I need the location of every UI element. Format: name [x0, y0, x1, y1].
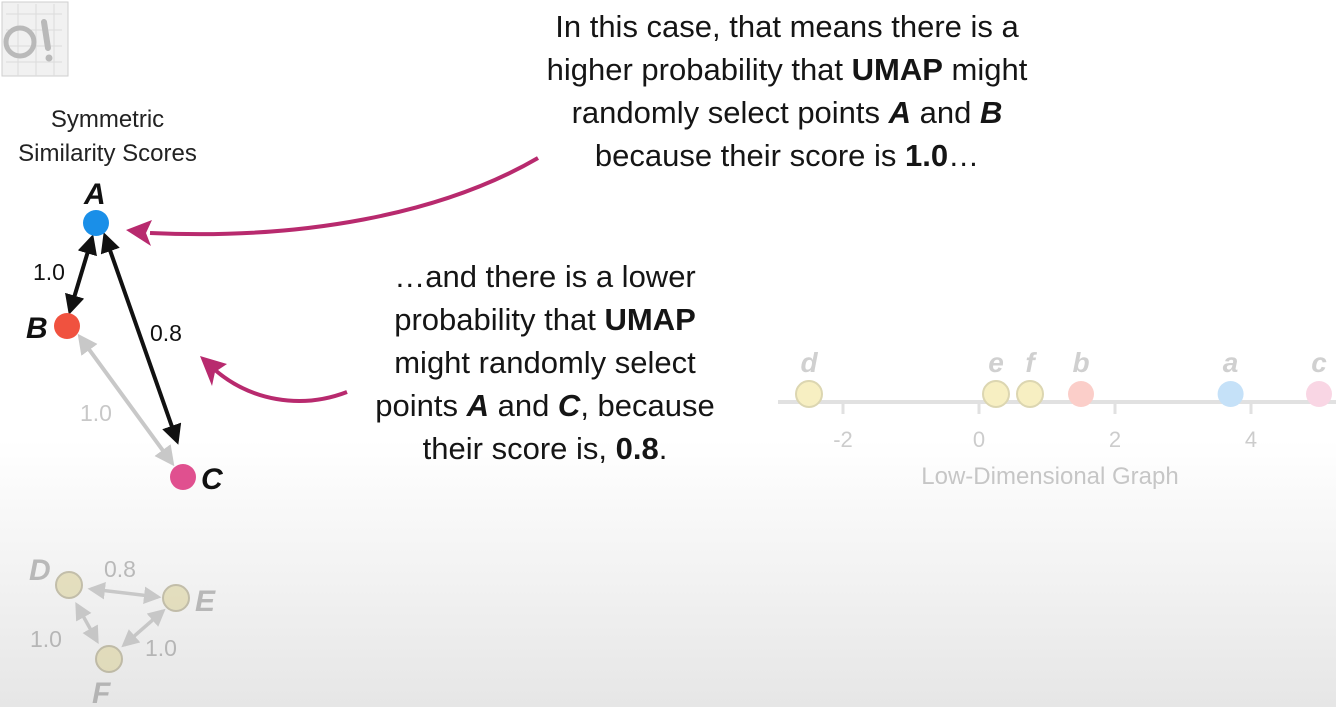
- point-f-label: f: [1025, 347, 1037, 378]
- point-a: [1217, 381, 1244, 407]
- edge-b-c-weight: 1.0: [80, 400, 112, 426]
- similarity-scores-heading: Symmetric Similarity Scores: [0, 103, 215, 171]
- edge-a-c-weight: 0.8: [150, 320, 182, 346]
- node-a-label: A: [83, 178, 106, 211]
- edge-d-e-weight: 0.8: [104, 556, 136, 582]
- callout-bottom-line-5: their score is, 0.8.: [422, 431, 668, 466]
- low-dim-graph-caption: Low-Dimensional Graph: [921, 463, 1178, 490]
- tick-label: 0: [973, 427, 985, 452]
- callout-top: In this case, that means there is a high…: [480, 5, 1094, 177]
- callout-top-line-4: because their score is 1.0…: [594, 138, 980, 173]
- node-e: [162, 584, 190, 612]
- tick-label: -2: [833, 427, 853, 452]
- point-c: [1306, 381, 1332, 407]
- point-f: [1016, 380, 1044, 408]
- edge-d-f-weight: 1.0: [30, 626, 62, 652]
- callout-bottom-line-1: …and there is a lower: [394, 259, 696, 294]
- point-b-label: b: [1072, 347, 1089, 378]
- callout-arrowhead-to-c-edge: [200, 356, 227, 386]
- node-b: [54, 313, 80, 339]
- heading-line-1: Symmetric: [50, 106, 165, 133]
- edge-e-f-weight: 1.0: [145, 635, 177, 661]
- callout-arrowhead-to-a: [126, 220, 152, 246]
- callout-bottom-line-3: might randomly select: [394, 345, 696, 380]
- node-c: [170, 464, 196, 490]
- edge-e-f: [121, 608, 166, 648]
- point-d-label: d: [800, 347, 818, 378]
- point-a-label: a: [1223, 347, 1239, 378]
- callout-top-line-2: higher probability that UMAP might: [546, 52, 1028, 87]
- node-d-label: D: [29, 554, 51, 587]
- edge-d-e: [87, 581, 162, 605]
- node-f-label: F: [92, 677, 111, 707]
- point-e: [982, 380, 1010, 408]
- statquest-logo: [1, 1, 69, 77]
- node-d: [55, 571, 83, 599]
- node-c-label: C: [201, 463, 224, 496]
- edge-b-c: [77, 333, 175, 467]
- point-d: [795, 380, 823, 408]
- edge-d-f: [75, 601, 99, 645]
- node-e-label: E: [195, 585, 216, 618]
- tick-label: 2: [1109, 427, 1121, 452]
- point-c-label: c: [1311, 347, 1327, 378]
- callout-arrow-to-a: [149, 156, 540, 237]
- callout-arrow-to-c-edge: [213, 368, 348, 403]
- node-f: [95, 645, 123, 673]
- callout-bottom-line-2: probability that UMAP: [394, 302, 696, 337]
- point-e-label: e: [988, 347, 1004, 378]
- node-a: [83, 210, 109, 236]
- callout-bottom-line-4: points A and C, because: [375, 388, 715, 423]
- callout-top-line-3: randomly select points A and B: [571, 95, 1003, 130]
- edge-a-b: [65, 234, 97, 315]
- callout-top-line-1: In this case, that means there is a: [555, 9, 1019, 44]
- callout-bottom: …and there is a lower probability that U…: [330, 255, 760, 470]
- point-b: [1068, 381, 1094, 407]
- edge-a-b-weight: 1.0: [33, 259, 65, 285]
- heading-line-2: Similarity Scores: [18, 140, 197, 167]
- tick-label: 4: [1245, 427, 1257, 452]
- node-b-label: B: [26, 312, 48, 345]
